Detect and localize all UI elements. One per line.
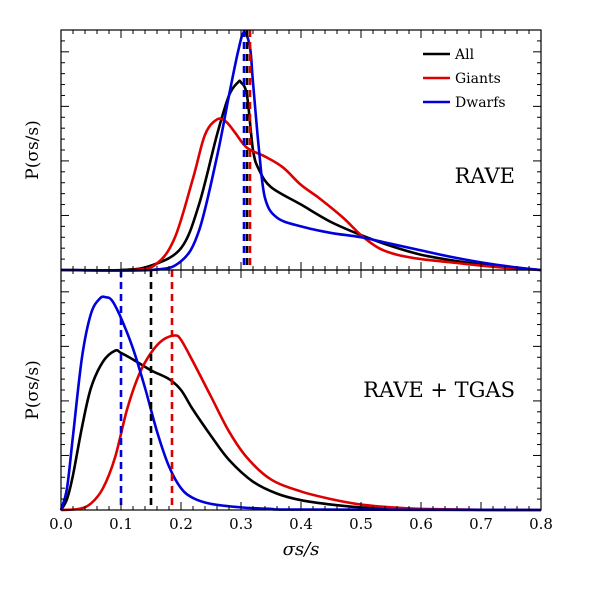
bottom-panel: RAVE + TGAS P(σs/s) 0.0 0.1 0.2 0.3 0.4 0.5 0.… [23, 269, 553, 560]
x-tick-label: 0.8 [529, 515, 553, 533]
legend-label-dwarfs: Dwarfs [455, 95, 506, 111]
x-tick-label: 0.0 [49, 515, 73, 533]
bottom-curve-dwarfs [59, 295, 542, 512]
top-panel: RAVE P(σs/s) All Giants Dwarfs [23, 29, 542, 272]
top-panel-frame [60, 29, 542, 271]
legend: All Giants Dwarfs [423, 47, 506, 111]
x-tick-label: 0.1 [109, 515, 133, 533]
top-curve-giants [60, 117, 542, 272]
bottom-panel-label: RAVE + TGAS [363, 378, 515, 402]
bottom-curve-all [59, 348, 542, 512]
bottom-curve-giants [60, 334, 542, 512]
top-y-axis-label: P(σs/s) [23, 120, 43, 179]
x-tick-label: 0.4 [289, 515, 313, 533]
legend-label-all: All [454, 47, 475, 63]
x-tick-labels: 0.0 0.1 0.2 0.3 0.4 0.5 0.6 0.7 0.8 [49, 515, 553, 533]
x-tick-label: 0.7 [469, 515, 493, 533]
bottom-ticks [60, 269, 542, 511]
x-tick-label: 0.5 [349, 515, 373, 533]
top-ticks [60, 29, 542, 271]
legend-label-giants: Giants [455, 71, 501, 87]
x-tick-label: 0.6 [409, 515, 433, 533]
top-curve-dwarfs [60, 30, 542, 272]
bottom-y-axis-label: P(σs/s) [23, 360, 43, 419]
x-tick-label: 0.2 [169, 515, 193, 533]
top-panel-label: RAVE [455, 164, 515, 188]
top-plot-area [60, 30, 542, 272]
x-tick-label: 0.3 [229, 515, 253, 533]
top-curve-all [60, 79, 542, 272]
x-axis-label: σs/s [283, 539, 320, 560]
